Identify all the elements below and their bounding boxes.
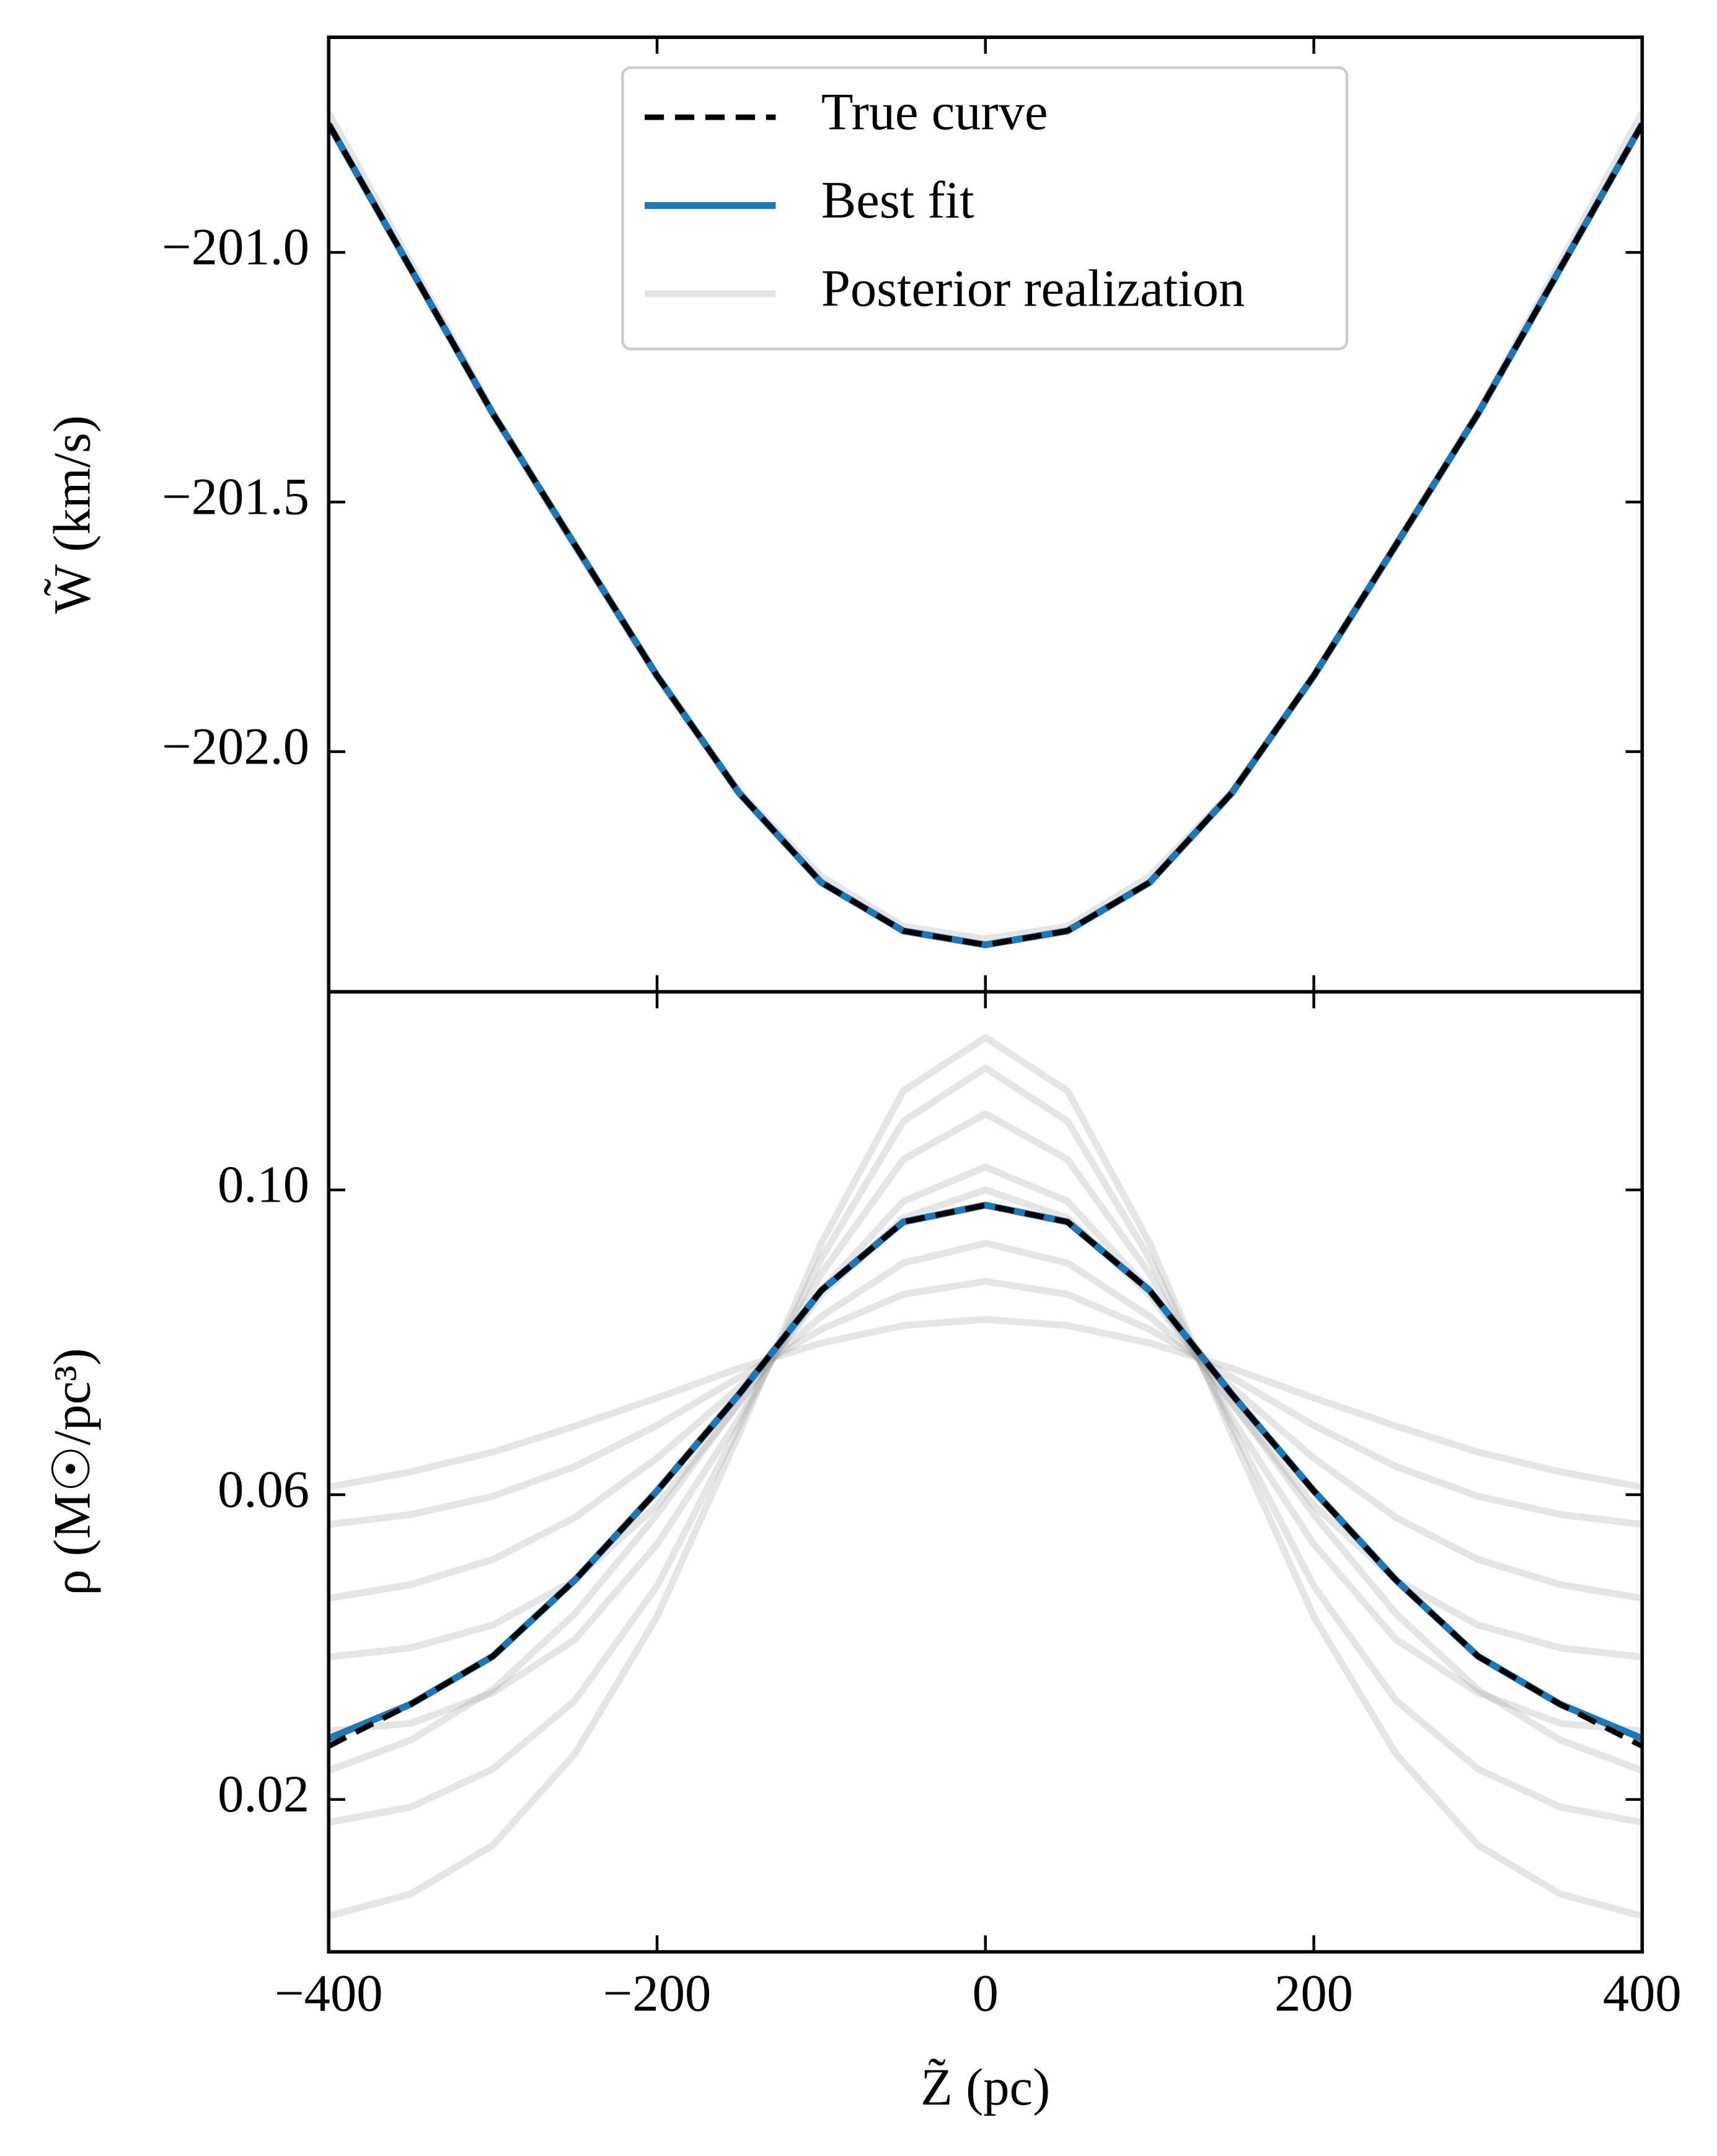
y-tick-label: −201.0 — [162, 219, 309, 276]
x-axis-label: Z̃ (pc) — [920, 2059, 1050, 2116]
x-tick-label: 0 — [973, 1965, 999, 2023]
legend-box — [621, 66, 1349, 351]
y-axis-label: ρ (M☉/pc³) — [44, 1348, 102, 1595]
series-line — [329, 1034, 1643, 1920]
y-tick-label: 0.10 — [218, 1156, 309, 1213]
series-line — [329, 1186, 1643, 1774]
y-tick-label: −202.0 — [162, 718, 309, 775]
y-tick-label: 0.06 — [218, 1461, 309, 1518]
x-tick-label: −200 — [603, 1965, 712, 2023]
y-axis-label: W̃ (km/s) — [44, 415, 102, 614]
legend-label: Best fit — [821, 172, 974, 229]
y-tick-label: −201.5 — [162, 469, 309, 526]
series-line — [329, 1064, 1643, 1826]
legend-label: True curve — [821, 84, 1048, 141]
series-line — [329, 1163, 1643, 1661]
y-tick-label: 0.02 — [218, 1766, 309, 1823]
series-line — [329, 1316, 1643, 1491]
x-tick-label: 400 — [1603, 1965, 1682, 2023]
series-line — [329, 1239, 1643, 1602]
series-line — [329, 1202, 1643, 1749]
x-tick-label: −400 — [275, 1965, 383, 2023]
x-tick-label: 200 — [1274, 1965, 1353, 2023]
legend-label: Posterior realization — [821, 260, 1245, 318]
series-line — [329, 1278, 1643, 1528]
series-line — [329, 123, 1643, 948]
series-line — [329, 1110, 1643, 1735]
